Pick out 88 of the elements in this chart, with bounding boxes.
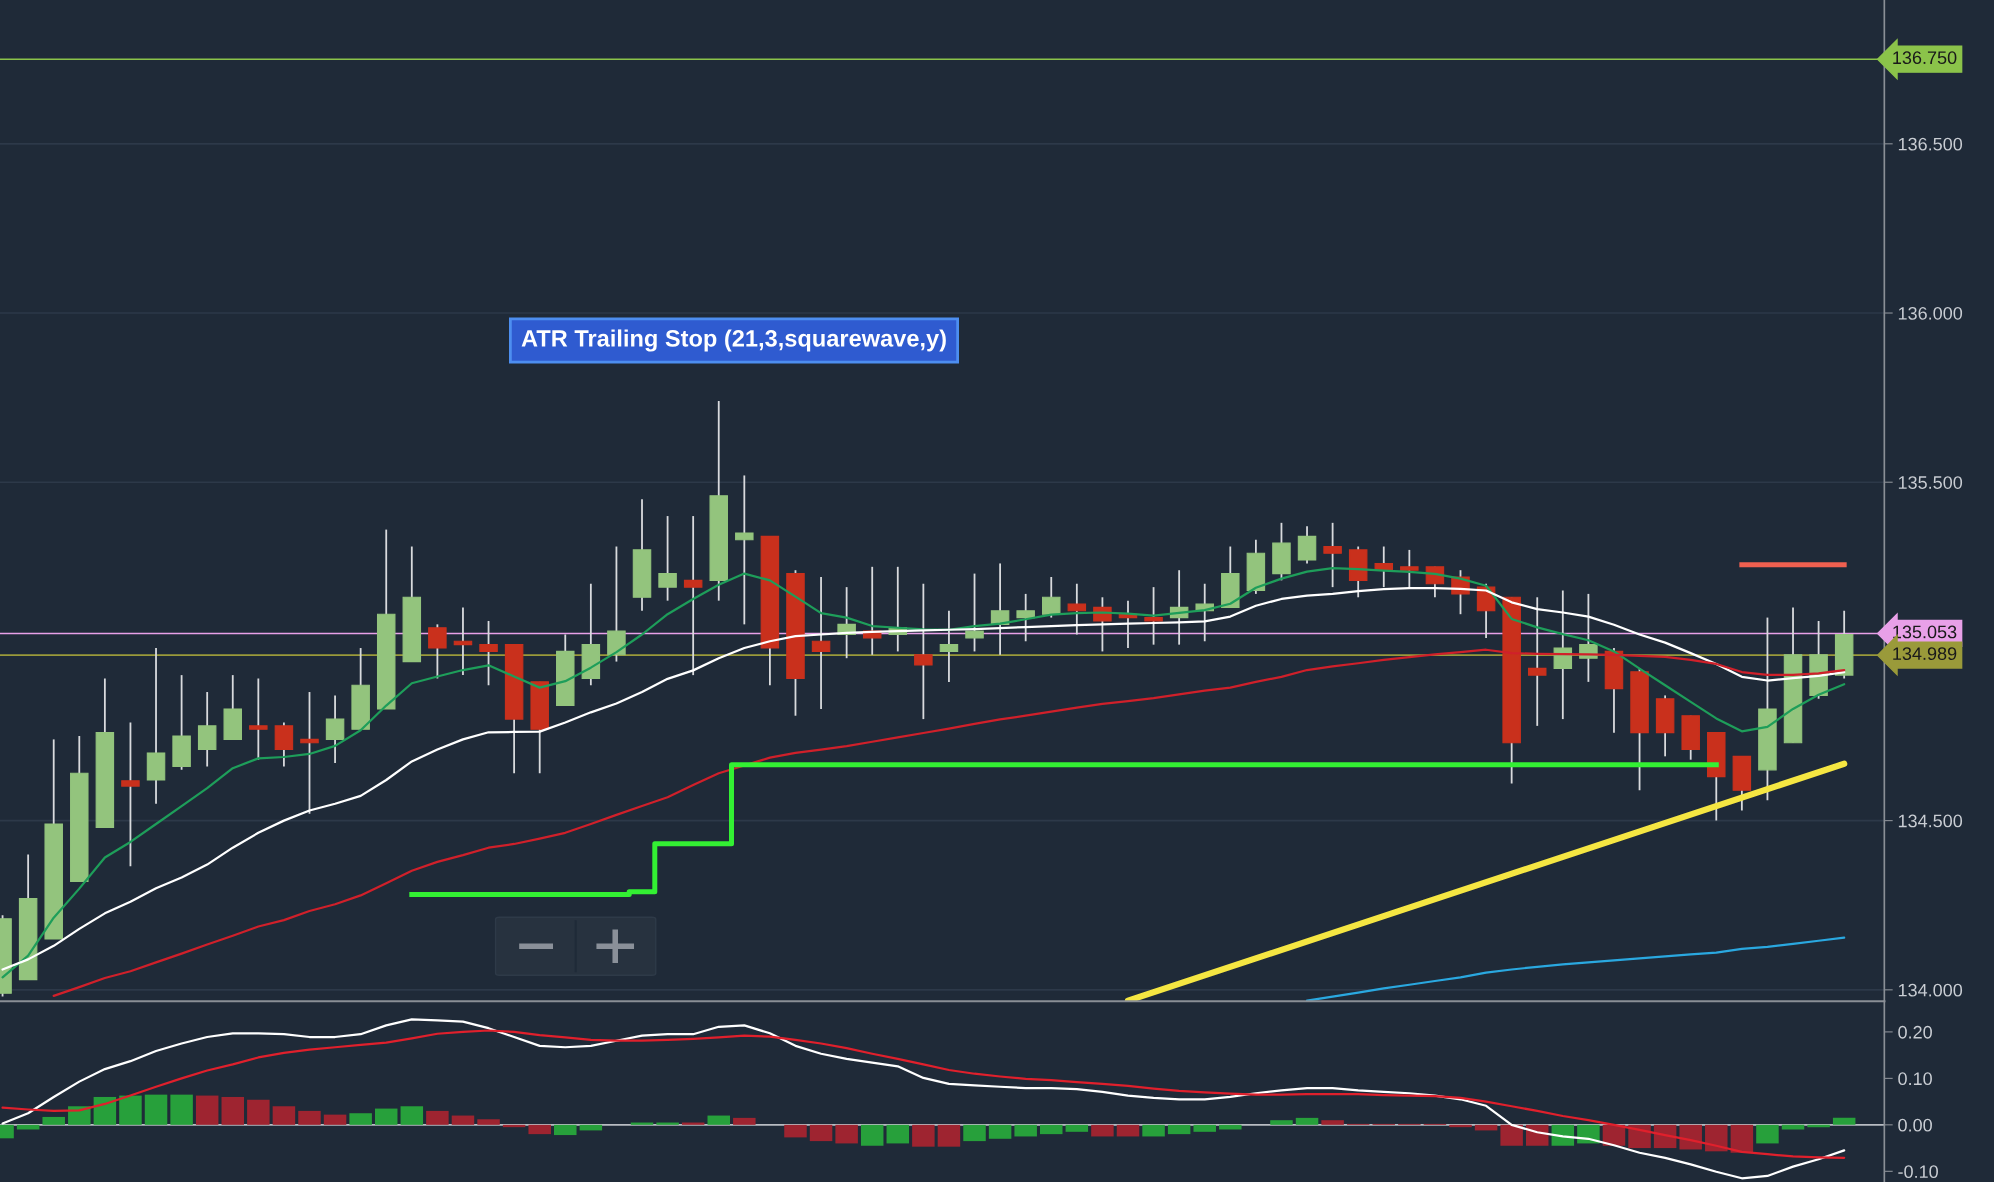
y-tick-label: 0.00 [1898, 1118, 1932, 1132]
candlestick [1067, 582, 1087, 636]
y-tick-label: 0.10 [1898, 1072, 1932, 1086]
bar [374, 1108, 398, 1125]
bar [860, 1124, 884, 1146]
bar [1295, 1117, 1319, 1125]
bar [1040, 1124, 1063, 1135]
bar [298, 1110, 321, 1125]
candlestick [1297, 525, 1317, 565]
candlestick [1553, 589, 1573, 721]
line-series [1305, 936, 1846, 1002]
bar [1193, 1124, 1216, 1132]
bar [144, 1094, 168, 1125]
bar [784, 1124, 807, 1138]
bar [119, 1095, 142, 1125]
candlestick [1323, 521, 1342, 589]
bar [426, 1110, 449, 1125]
bar [1628, 1124, 1651, 1149]
bar [272, 1106, 296, 1125]
bar [1065, 1124, 1089, 1132]
bar [937, 1124, 961, 1147]
ref-line-label: 135.053 [1893, 625, 1957, 639]
y-tick-label: -0.10 [1898, 1165, 1938, 1179]
bar [707, 1115, 730, 1125]
bar [1321, 1120, 1344, 1125]
bar [886, 1124, 910, 1144]
ref-line-label: 134.989 [1893, 647, 1957, 660]
line-series [1, 1029, 1846, 1159]
bar [221, 1096, 245, 1125]
candlestick [607, 545, 626, 663]
candlestick [1400, 548, 1419, 589]
y-tick-label: 136.000 [1898, 306, 1963, 320]
bar [1167, 1124, 1191, 1135]
candlestick [300, 691, 319, 815]
candlestick [325, 694, 345, 764]
bar [1014, 1124, 1037, 1137]
bar [451, 1115, 475, 1125]
bar [349, 1113, 372, 1125]
candlestick [274, 721, 294, 768]
bar [554, 1124, 577, 1136]
bar [963, 1124, 986, 1142]
candlestick [658, 515, 677, 602]
bar [1832, 1117, 1856, 1125]
candlestick [1144, 586, 1163, 646]
bar [247, 1099, 270, 1125]
bar [477, 1119, 500, 1125]
bar [528, 1124, 551, 1135]
bar [400, 1106, 424, 1125]
candlestick [914, 582, 933, 721]
bar [835, 1124, 858, 1144]
y-tick-label: 135.500 [1898, 476, 1963, 489]
bar [323, 1114, 347, 1125]
y-tick-label: 136.500 [1898, 137, 1963, 151]
bar [1116, 1124, 1140, 1137]
annotation: ATR Trailing Stop (21,3,squarewave,y) [521, 329, 946, 352]
bar [1679, 1124, 1702, 1150]
candlestick [1016, 592, 1035, 643]
bar [1142, 1124, 1165, 1137]
candlestick [939, 609, 959, 683]
candlestick [121, 721, 140, 868]
bar [1500, 1124, 1523, 1146]
y-tick-label: 134.000 [1898, 983, 1963, 997]
bar [42, 1116, 65, 1125]
line-series [1, 1018, 1846, 1180]
candlestick [249, 677, 268, 761]
candlestick [1527, 596, 1547, 727]
bar [1091, 1124, 1114, 1137]
candlestick [811, 576, 831, 710]
bar [1270, 1120, 1293, 1125]
bar [809, 1124, 833, 1142]
candlestick [197, 691, 217, 768]
bar [988, 1124, 1012, 1139]
candlestick [965, 572, 984, 653]
bar [195, 1095, 219, 1125]
bar [93, 1096, 117, 1125]
candlestick [1042, 576, 1061, 619]
y-tick-label: 0.20 [1898, 1025, 1932, 1039]
bar [912, 1124, 935, 1147]
bar [1730, 1124, 1754, 1153]
bar [1705, 1124, 1728, 1152]
candlestick [683, 515, 703, 677]
bar [733, 1117, 756, 1125]
y-tick-label: 134.500 [1898, 814, 1963, 828]
bar [170, 1094, 193, 1125]
candlestick [735, 474, 754, 626]
bar [1756, 1124, 1779, 1144]
ref-line-label: 136.750 [1893, 51, 1957, 65]
candlestick [479, 620, 498, 687]
